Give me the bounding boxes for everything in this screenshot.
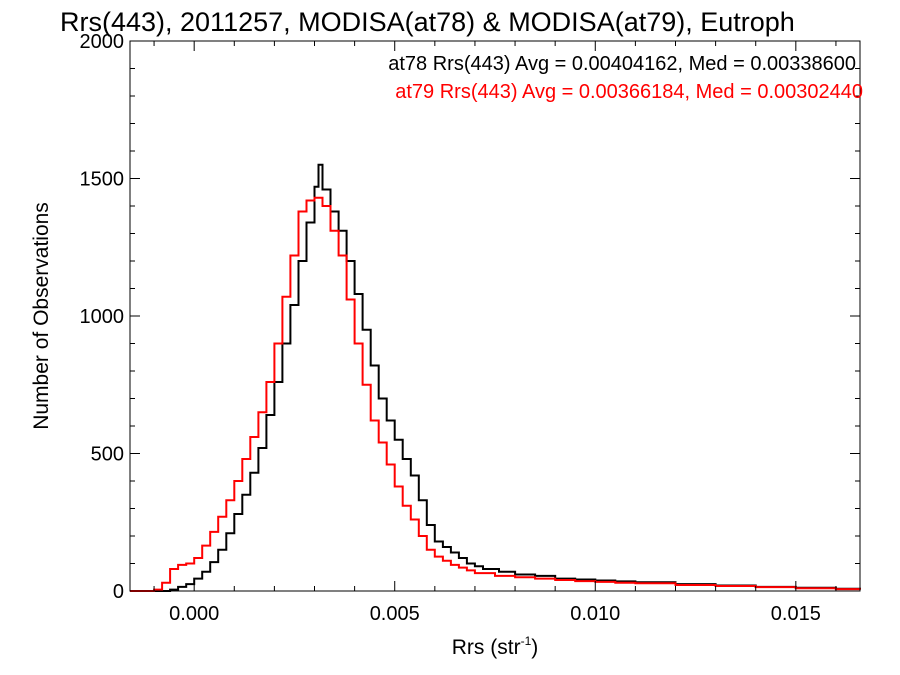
y-tick-label: 500	[91, 444, 124, 466]
legend-entry-at78: at78 Rrs(443) Avg = 0.00404162, Med = 0.…	[388, 53, 856, 75]
y-tick-label: 1500	[80, 169, 125, 191]
y-axis-label: Number of Observations	[30, 202, 53, 430]
histogram-series-1	[130, 196, 861, 592]
x-tick-label: 0.015	[771, 603, 821, 625]
plot-frame	[129, 40, 861, 592]
histogram-series-0	[130, 163, 861, 592]
tick-layer: 0.000 0.005 0.010 0.015 0 500 1000 1500 2000	[80, 31, 860, 625]
x-tick-label: 0.010	[570, 603, 620, 625]
legend: at78 Rrs(443) Avg = 0.00404162, Med = 0.…	[388, 53, 863, 103]
y-tick-label: 0	[113, 581, 124, 603]
x-axis-label: Rrs (str-1)	[452, 634, 539, 659]
series-layer	[130, 163, 861, 592]
x-tick-label: 0.000	[169, 603, 219, 625]
x-tick-label: 0.005	[370, 603, 420, 625]
chart-title: Rrs(443), 2011257, MODISA(at78) & MODISA…	[60, 7, 795, 37]
x-axis-label-superscript: -1	[521, 634, 532, 648]
y-tick-label: 1000	[80, 306, 125, 328]
x-axis-label-main: Rrs (str	[452, 636, 521, 659]
legend-entry-at79: at79 Rrs(443) Avg = 0.00366184, Med = 0.…	[395, 81, 863, 103]
y-tick-label: 2000	[80, 31, 125, 53]
x-axis-label-close: )	[531, 636, 538, 659]
